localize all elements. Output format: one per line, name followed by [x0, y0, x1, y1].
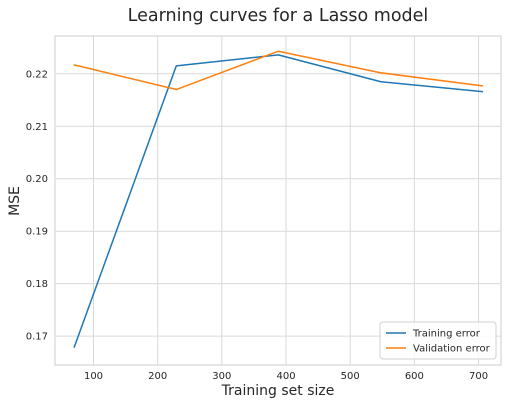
grid-lines [55, 36, 501, 365]
x-axis-title: Training set size [221, 383, 335, 399]
y-axis-title: MSE [7, 186, 23, 216]
y-tick-label: 0.17 [26, 332, 48, 343]
y-tick-label: 0.21 [26, 122, 48, 133]
legend-label-validation: Validation error [413, 344, 491, 355]
x-tick-label: 600 [405, 371, 424, 382]
chart-title: Learning curves for a Lasso model [128, 6, 429, 26]
series-layer [73, 50, 484, 348]
x-tick-label: 500 [341, 371, 360, 382]
series-line-validation [73, 50, 484, 91]
legend-label-training: Training error [412, 329, 481, 340]
plot-background [54, 35, 502, 366]
y-tick-label: 0.20 [26, 174, 48, 185]
x-tick-label: 400 [276, 371, 295, 382]
x-tick-label: 100 [84, 371, 103, 382]
y-tick-label: 0.22 [26, 69, 48, 80]
legend: Training error Validation error [379, 321, 497, 360]
x-tick-label: 300 [212, 371, 231, 382]
y-tick-label: 0.18 [26, 279, 48, 290]
legend-box [379, 321, 497, 360]
y-tick-label: 0.19 [26, 227, 48, 238]
tick-labels: 100 200 300 400 500 600 700 0.17 0.18 0.19 0.20 0.2… [26, 69, 488, 382]
series-line-training [73, 54, 484, 348]
x-tick-label: 700 [469, 371, 488, 382]
x-tick-label: 200 [148, 371, 167, 382]
